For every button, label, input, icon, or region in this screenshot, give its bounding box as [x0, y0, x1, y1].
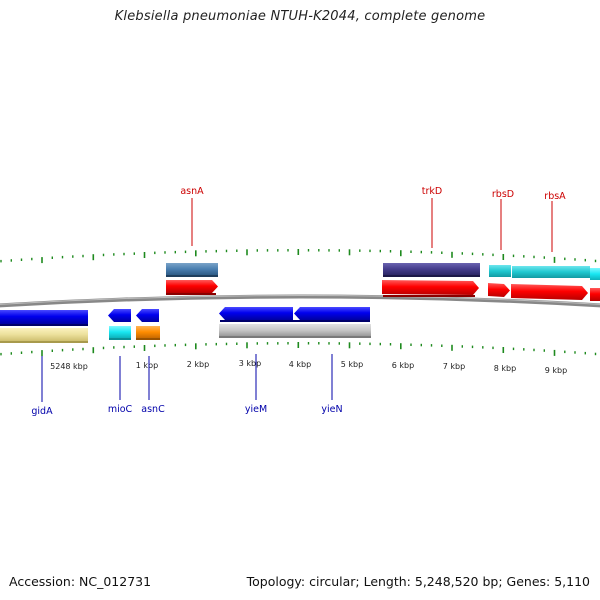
- scale-label: 5248 kbp: [50, 362, 88, 371]
- gene-arrow-asnA[interactable]: [166, 280, 218, 293]
- gene-arrow-trkD[interactable]: [382, 280, 479, 295]
- gene-arrow-rbsD[interactable]: [488, 283, 510, 297]
- accession-text: Accession: NC_012731: [9, 574, 152, 589]
- gene-block-red-edge[interactable]: [590, 288, 600, 301]
- gene-label-mioC[interactable]: mioC: [108, 404, 133, 415]
- top-gene-labels: asnA trkD rbsD rbsA: [180, 186, 566, 252]
- gene-arrow-mioC[interactable]: [108, 309, 131, 322]
- gene-block-orange-asnC[interactable]: [136, 326, 160, 338]
- gene-block-cyan-a[interactable]: [489, 265, 511, 277]
- scale-label: 1 kbp: [136, 361, 158, 370]
- tick-row-top: [0, 249, 597, 264]
- gene-shadow: [166, 275, 218, 277]
- gene-label-asnC[interactable]: asnC: [141, 404, 165, 415]
- gene-shadow: [166, 293, 216, 295]
- gene-block-cyan-mioC[interactable]: [109, 326, 131, 338]
- gene-arrow-rbsA[interactable]: [511, 284, 588, 300]
- gene-block-slateblue[interactable]: [383, 263, 480, 275]
- map-title: Klebsiella pneumoniae NTUH-K2044, comple…: [114, 9, 486, 24]
- gene-block-cyan-c[interactable]: [590, 268, 600, 280]
- gene-shadow: [219, 336, 371, 338]
- scale-label: 8 kbp: [494, 364, 516, 373]
- gene-label-yieM[interactable]: yieM: [245, 404, 267, 415]
- gene-shadow: [0, 324, 88, 326]
- scale-labels: 5248 kbp 1 kbp 2 kbp 3 kbp 4 kbp 5 kbp 6…: [50, 359, 567, 375]
- gene-label-trkD[interactable]: trkD: [422, 186, 442, 197]
- gene-block-grey[interactable]: [219, 324, 371, 336]
- topology-summary: Topology: circular; Length: 5,248,520 bp…: [246, 574, 590, 589]
- tick-row-bottom: [0, 342, 597, 357]
- scale-label: 7 kbp: [443, 362, 465, 371]
- gene-label-rbsD[interactable]: rbsD: [492, 189, 514, 200]
- gene-label-yieN[interactable]: yieN: [321, 404, 342, 415]
- gene-label-asnA[interactable]: asnA: [180, 186, 204, 197]
- backbone: [0, 294, 600, 308]
- gene-label-rbsA[interactable]: rbsA: [544, 191, 566, 202]
- gene-arrow-yieN[interactable]: [294, 307, 370, 320]
- gene-shadow: [383, 295, 475, 297]
- gene-block-gidA[interactable]: [0, 310, 88, 324]
- gene-block-cyan-b[interactable]: [512, 266, 590, 278]
- scale-label: 6 kbp: [392, 361, 414, 370]
- gene-arrow-yieM[interactable]: [219, 307, 293, 320]
- gene-block-khaki[interactable]: [0, 328, 88, 341]
- gene-arrow-asnC[interactable]: [136, 309, 159, 322]
- scale-label: 5 kbp: [341, 360, 363, 369]
- gene-shadow: [0, 341, 88, 343]
- gene-shadow: [136, 338, 160, 340]
- gene-shadow: [220, 320, 370, 322]
- scale-label: 4 kbp: [289, 360, 311, 369]
- scale-label: 2 kbp: [187, 360, 209, 369]
- scale-label: 3 kbp: [239, 359, 261, 368]
- gene-shadow: [109, 338, 131, 340]
- gene-shadow: [383, 275, 480, 277]
- gene-label-gidA[interactable]: gidA: [31, 406, 53, 417]
- bottom-gene-labels: gidA mioC asnC yieM yieN: [31, 354, 343, 417]
- scale-label: 9 kbp: [545, 366, 567, 375]
- gene-block-steelblue[interactable]: [166, 263, 218, 275]
